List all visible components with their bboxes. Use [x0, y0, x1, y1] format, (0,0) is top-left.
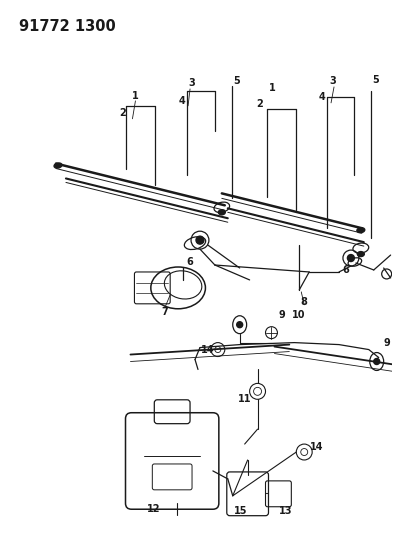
Text: 9: 9 [383, 337, 390, 348]
Text: 7: 7 [162, 307, 169, 317]
Text: 9: 9 [278, 310, 285, 320]
Text: 5: 5 [372, 75, 379, 85]
Text: 5: 5 [233, 76, 240, 86]
Text: 1: 1 [132, 91, 139, 101]
Text: 13: 13 [279, 506, 292, 516]
Text: 14: 14 [310, 442, 324, 452]
Text: 10: 10 [292, 310, 305, 320]
Text: 4: 4 [319, 92, 325, 102]
Circle shape [196, 236, 204, 244]
Text: 15: 15 [234, 506, 248, 516]
Text: 91772 1300: 91772 1300 [19, 19, 116, 34]
Circle shape [347, 255, 354, 262]
Text: 6: 6 [187, 257, 193, 267]
Ellipse shape [54, 163, 62, 168]
Ellipse shape [357, 252, 364, 256]
Text: 4: 4 [179, 96, 185, 106]
Text: 12: 12 [147, 504, 160, 514]
Circle shape [374, 359, 380, 365]
Ellipse shape [219, 210, 225, 215]
Text: 11: 11 [238, 394, 252, 405]
Circle shape [237, 322, 242, 328]
Text: 2: 2 [256, 99, 263, 109]
Text: 14: 14 [201, 344, 215, 354]
Text: 3: 3 [330, 76, 336, 86]
Ellipse shape [357, 228, 365, 233]
Text: 3: 3 [189, 78, 195, 88]
Text: 6: 6 [343, 265, 349, 275]
Text: 8: 8 [301, 297, 308, 307]
Text: 2: 2 [119, 108, 126, 118]
Text: 1: 1 [269, 83, 276, 93]
